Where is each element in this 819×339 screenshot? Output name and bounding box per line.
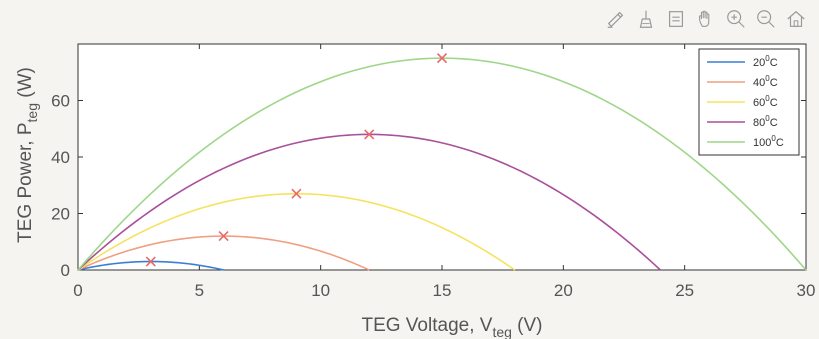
x-axis-label: TEG Voltage, Vteg (V) — [361, 315, 542, 339]
mpp-marker — [364, 129, 375, 140]
mpp-markers — [145, 53, 448, 267]
y-tick-label: 0 — [61, 261, 70, 280]
mpp-marker — [291, 188, 302, 199]
data-cursor-icon — [668, 11, 684, 27]
home-icon — [787, 10, 805, 27]
legend-label: 200C — [753, 54, 778, 69]
zoom-out-icon — [757, 10, 775, 28]
mpp-marker — [436, 53, 448, 64]
pan-hand-icon — [699, 10, 710, 27]
legend-label: 600C — [753, 94, 778, 109]
mpp-marker — [218, 231, 229, 242]
y-tick-label: 20 — [51, 205, 70, 224]
x-tick-label: 15 — [433, 281, 452, 300]
legend: 200C 400C 600C 800C 1000C — [698, 48, 800, 156]
y-axis-label: TEG Power, Pteg (W) — [15, 67, 40, 243]
x-tick-label: 20 — [554, 281, 573, 300]
x-tick-label: 25 — [675, 281, 694, 300]
zoom-out-button[interactable] — [753, 6, 779, 32]
axes: 0 5 10 15 20 25 30 0 20 40 60 TEG Voltage, Vteg (V)… — [15, 43, 816, 339]
edit-plot-icon — [607, 11, 624, 28]
legend-label: 400C — [753, 74, 778, 89]
x-tick-label: 10 — [311, 281, 330, 300]
x-tick-label: 0 — [73, 281, 82, 300]
y-tick-label: 40 — [51, 148, 70, 167]
x-tick-label: 30 — [797, 281, 816, 300]
x-tick-label: 5 — [195, 281, 204, 300]
legend-label: 1000C — [753, 134, 784, 149]
zoom-in-button[interactable] — [723, 6, 749, 32]
brush-icon — [639, 10, 653, 28]
brush-button[interactable] — [633, 6, 659, 32]
home-button[interactable] — [783, 6, 809, 32]
figure-toolbar — [603, 6, 809, 32]
y-tick-label: 60 — [51, 92, 70, 111]
plot-area — [77, 43, 807, 271]
mpp-marker — [145, 256, 156, 267]
pan-hand-button[interactable] — [693, 6, 719, 32]
data-cursor-button[interactable] — [663, 6, 689, 32]
edit-plot-button[interactable] — [603, 6, 629, 32]
legend-label: 800C — [753, 114, 778, 129]
zoom-in-icon — [727, 10, 745, 28]
